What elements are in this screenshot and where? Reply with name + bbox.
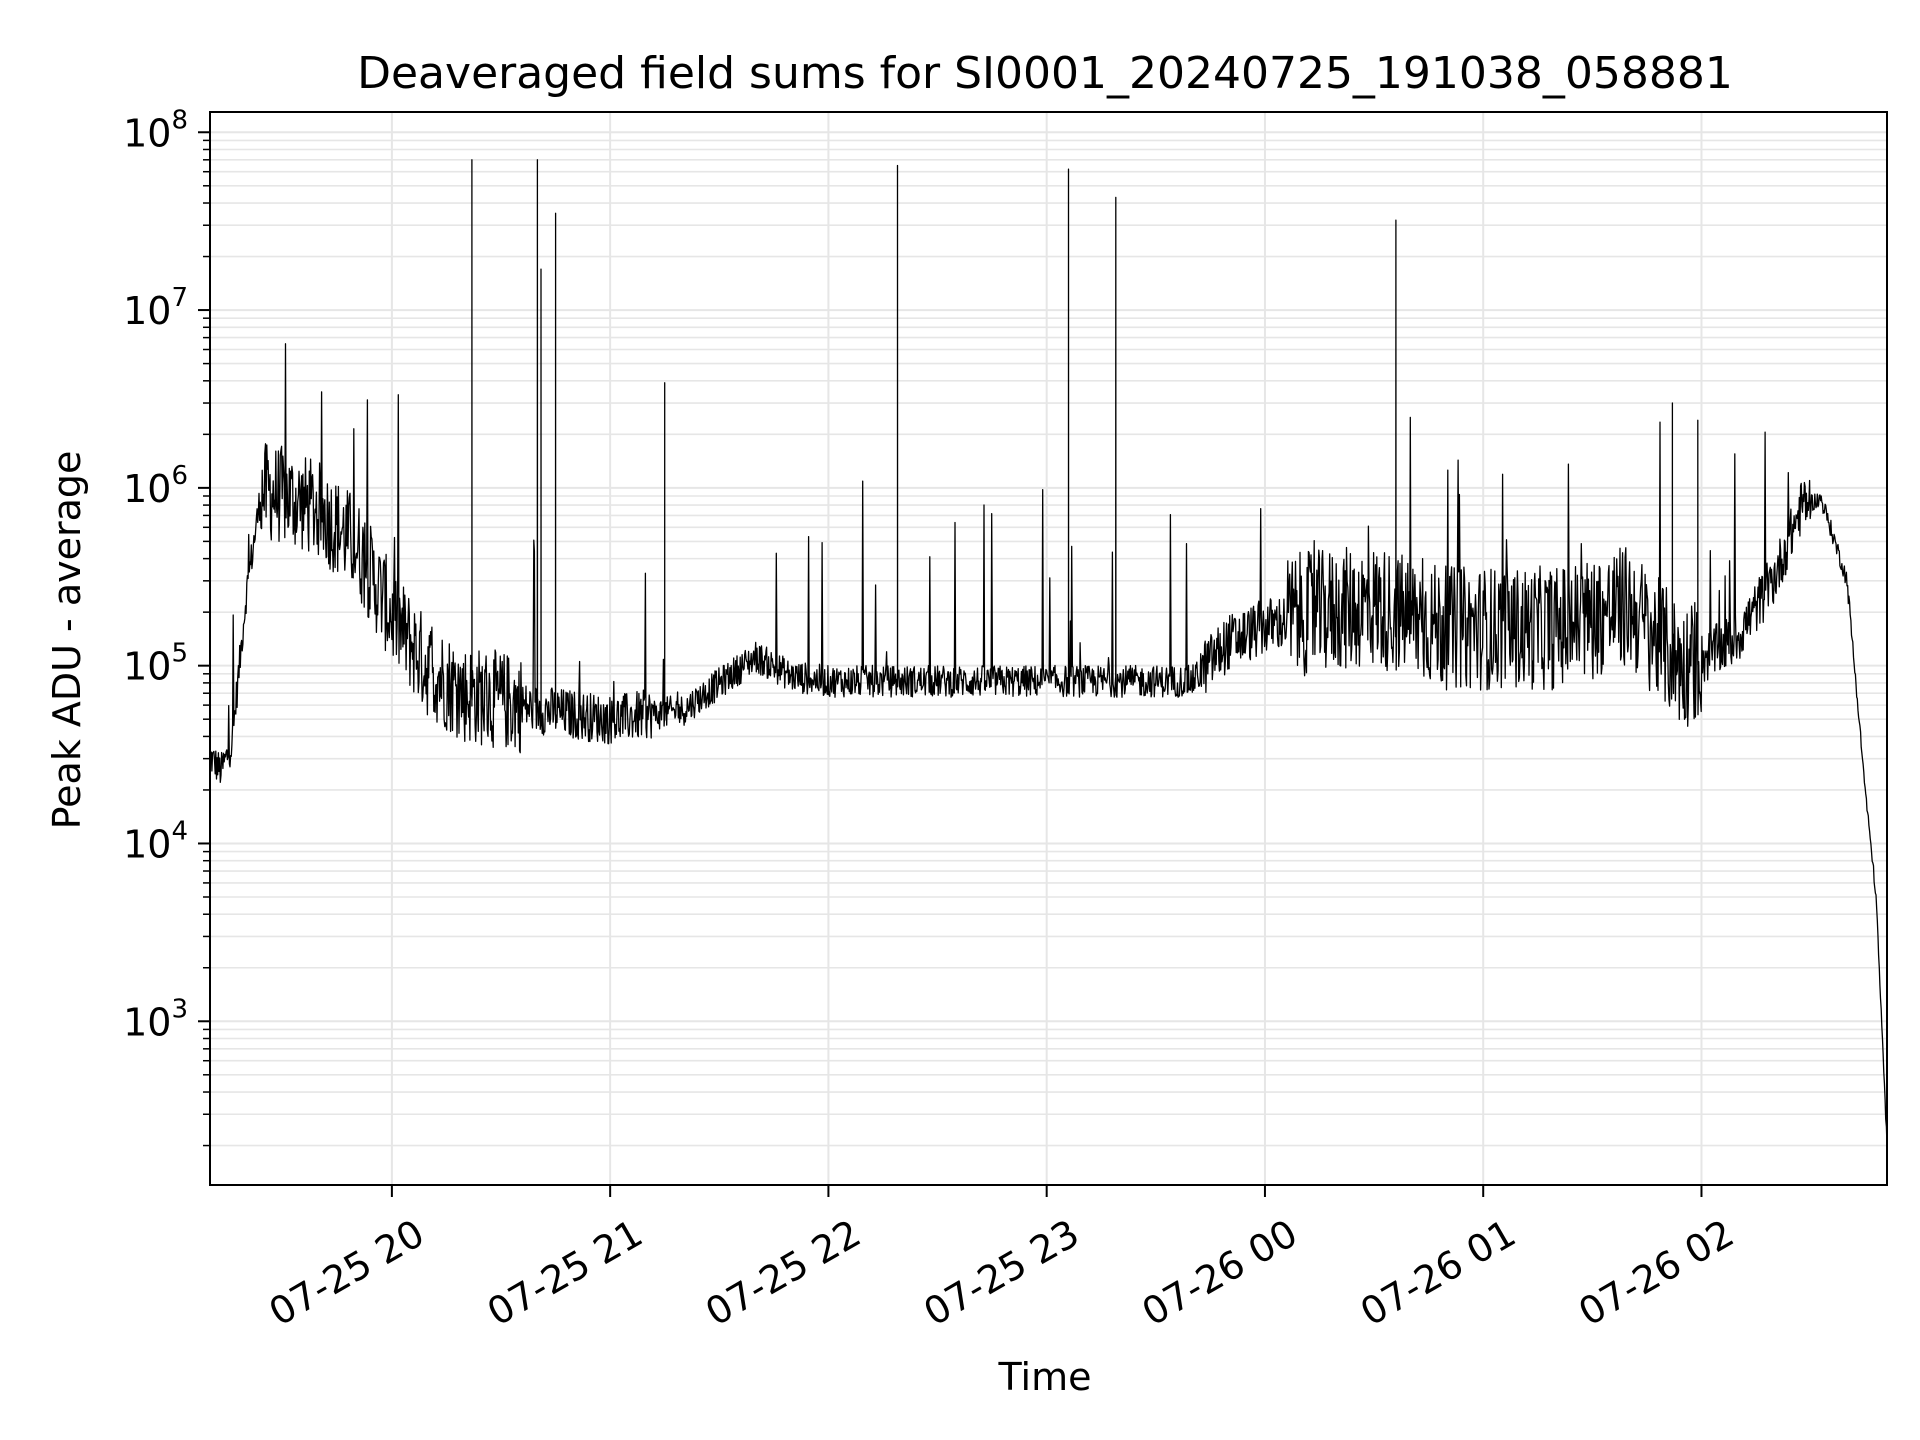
grid xyxy=(210,112,1887,1185)
series-path xyxy=(209,159,1888,1147)
x-axis-label: Time xyxy=(998,1355,1092,1399)
y-axis-ticks: 103 104 105 106 107 108 xyxy=(123,105,210,1147)
y-tick-label: 104 xyxy=(123,816,188,866)
series-line xyxy=(209,159,1888,1147)
y-tick-label: 107 xyxy=(123,283,188,333)
plot-frame xyxy=(209,111,1888,1186)
y-axis-label: Peak ADU - average xyxy=(45,451,89,830)
x-tick-label: 07-26 02 xyxy=(1571,1211,1741,1335)
y-tick-label: 108 xyxy=(123,105,188,155)
y-tick-label: 106 xyxy=(123,461,188,511)
x-axis-ticks: 07-25 20 07-25 21 07-25 22 07-25 23 07-26 00… xyxy=(262,1185,1741,1335)
y-tick-label: 103 xyxy=(123,994,188,1044)
y-tick-label: 105 xyxy=(123,639,188,689)
chart-title: Deaveraged field sums for SI0001_2024072… xyxy=(357,48,1733,99)
x-tick-label: 07-26 00 xyxy=(1135,1211,1305,1335)
x-tick-label: 07-25 22 xyxy=(698,1211,868,1335)
x-tick-label: 07-25 20 xyxy=(262,1211,432,1335)
x-tick-label: 07-25 21 xyxy=(480,1211,650,1335)
x-tick-label: 07-26 01 xyxy=(1353,1211,1523,1335)
x-tick-label: 07-25 23 xyxy=(916,1211,1086,1335)
